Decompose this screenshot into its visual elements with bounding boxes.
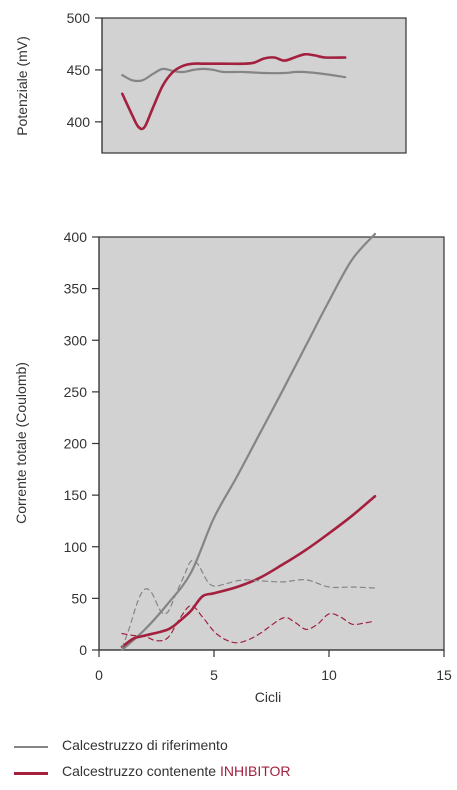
y-tick-label: 400 (64, 229, 88, 245)
y-tick-label: 50 (71, 590, 87, 606)
series-line-inhibitor (121, 52, 347, 131)
legend-label-reference: Calcestruzzo di riferimento (62, 737, 228, 753)
plot-area (98, 236, 445, 651)
y-axis-label: Corrente totale (Coulomb) (13, 362, 29, 524)
x-tick-label: 5 (210, 667, 218, 683)
y-tick-label: 100 (64, 539, 88, 555)
x-tick-label: 10 (321, 667, 337, 683)
y-axis-label: Potenziale (mV) (14, 36, 30, 136)
y-tick-label: 150 (64, 487, 88, 503)
current-chart: Cicli Corrente totale (Coulomb) 05010015… (13, 229, 452, 705)
series-line-reference (120, 232, 377, 652)
y-tick-label: 200 (64, 436, 88, 452)
potential-chart: Potenziale (mV) 400 450 500 (14, 10, 407, 154)
series-line-inhibitor (120, 494, 377, 649)
y-tick-label: 0 (79, 642, 87, 658)
legend-label-inhibitor: Calcestruzzo contenente INHIBITOR (62, 763, 291, 779)
plot-area (101, 17, 407, 154)
y-tick-label: 400 (67, 114, 91, 130)
y-tick-label: 250 (64, 384, 88, 400)
y-tick-label: 300 (64, 332, 88, 348)
legend-swatch-inhibitor (14, 772, 48, 775)
legend-swatch-reference (14, 746, 48, 748)
x-tick-label: 15 (436, 667, 452, 683)
y-tick-label: 450 (67, 62, 91, 78)
y-tick-label: 500 (67, 10, 91, 26)
series-line-inhibitor-dashed (121, 605, 376, 644)
series-line-reference-dashed (121, 559, 376, 649)
series-line-reference (121, 67, 347, 83)
x-tick-label: 0 (95, 667, 103, 683)
legend-label-inhibitor-accent: INHIBITOR (219, 763, 291, 779)
x-axis-label: Cicli (255, 689, 281, 705)
legend-label-inhibitor-prefix: Calcestruzzo contenente (62, 763, 220, 779)
y-tick-label: 350 (64, 281, 88, 297)
